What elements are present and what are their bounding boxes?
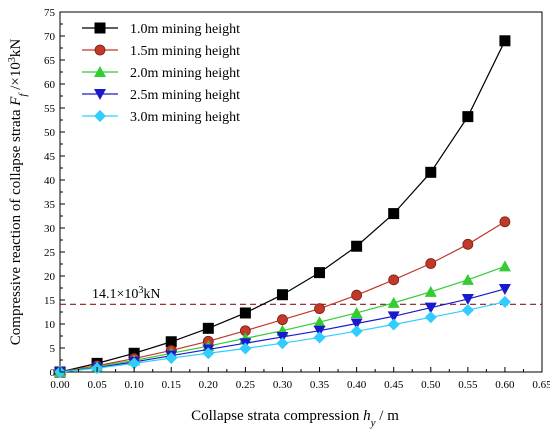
data-point [461,304,474,317]
legend-label: 2.0m mining height [130,66,240,81]
series-5 [54,295,511,378]
legend-label: 1.0m mining height [130,22,240,37]
data-point [277,314,288,326]
x-tick-label: 0.05 [87,379,107,391]
x-tick-label: 0.50 [421,379,441,391]
data-point [314,303,325,315]
data-point [313,316,326,328]
data-point [314,267,326,279]
x-tick-label: 0.35 [310,379,330,391]
legend-marker [94,89,106,100]
x-tick-label: 0.65 [532,379,550,391]
y-tick-label: 60 [44,79,56,91]
x-tick-label: 0.60 [495,379,515,391]
data-point [424,285,437,297]
data-point [425,166,437,178]
data-point [276,337,289,350]
data-point [498,260,511,272]
data-point [276,289,288,301]
data-point [499,216,511,228]
x-tick-label: 0.55 [458,379,478,391]
data-point [313,331,326,344]
data-point [202,322,214,334]
data-point [462,238,474,250]
data-point [424,311,437,324]
data-point [351,289,363,301]
y-tick-label: 30 [44,223,56,235]
reference-line-label: 14.1×103kN [92,285,161,303]
x-tick-label: 0.20 [199,379,219,391]
legend-marker [94,66,106,77]
data-point [313,325,326,337]
data-point [498,295,511,308]
legend-marker [94,22,106,34]
data-point [202,347,215,360]
x-tick-label: 0.15 [162,379,182,391]
y-tick-label: 75 [44,7,56,19]
x-axis-label: Collapse strata compression hy / m [191,408,399,429]
y-tick-label: 35 [44,199,56,211]
x-tick-label: 0.25 [236,379,256,391]
data-point [425,258,437,269]
x-tick-label: 0.10 [125,379,145,391]
data-point [239,307,251,319]
y-tick-label: 65 [44,55,56,67]
data-point [350,318,363,330]
data-point [388,274,400,286]
x-tick-label: 0.00 [50,379,70,391]
y-tick-label: 5 [50,343,56,355]
y-tick-label: 70 [44,31,56,43]
data-point [461,273,474,285]
data-point [388,208,400,220]
data-point [350,325,363,338]
legend-label: 3.0m mining height [130,110,240,125]
legend-marker [94,110,106,122]
data-point [424,302,437,314]
y-tick-label: 0 [50,367,56,379]
data-point [387,318,400,331]
legend-label: 2.5m mining height [130,88,240,103]
y-tick-label: 25 [44,247,56,259]
y-tick-label: 15 [44,295,56,307]
y-tick-label: 10 [44,319,56,331]
data-point [498,283,511,295]
legend-label: 1.5m mining height [130,44,240,59]
y-tick-label: 40 [44,175,56,187]
data-point [461,294,474,306]
x-tick-label: 0.40 [347,379,367,391]
y-axis-label: Compressive reaction of collapse strata … [7,39,30,346]
y-tick-label: 20 [44,271,56,283]
data-point [387,296,400,308]
data-point [165,352,178,365]
y-tick-label: 55 [44,103,56,115]
legend-marker [94,44,106,56]
data-point [499,35,511,47]
data-point [128,357,141,370]
data-point [462,111,474,123]
y-tick-label: 50 [44,127,56,139]
data-point [387,311,400,323]
y-tick-label: 45 [44,151,56,163]
data-point [351,240,363,252]
data-point [350,306,363,318]
x-tick-label: 0.45 [384,379,404,391]
x-tick-label: 0.30 [273,379,293,391]
data-point [239,342,252,355]
